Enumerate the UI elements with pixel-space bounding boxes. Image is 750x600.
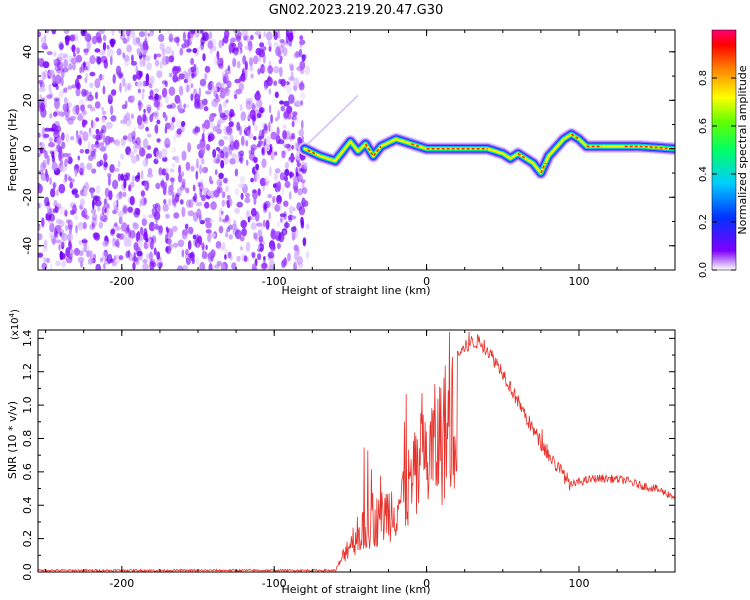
snr-series-line bbox=[38, 331, 675, 572]
snr-x-tick-label: 0 bbox=[423, 577, 430, 590]
colorbar-label: Normalized spectral amplitude bbox=[736, 65, 749, 234]
colorbar-ticks: 0.0 0.2 0.4 0.6 0.8 bbox=[698, 70, 736, 278]
snr-x-tick-label: 100 bbox=[568, 577, 589, 590]
spectrogram-x-tick-label: -100 bbox=[262, 275, 287, 288]
snr-axes: -200 -100 0 100 0.0 0.2 0.4 0.6 0.8 1.0 1.2 1.4 bbox=[21, 330, 675, 590]
snr-y-tick-label: 0.2 bbox=[21, 530, 34, 548]
signal-track bbox=[298, 127, 675, 180]
snr-y-tick-label: 1.4 bbox=[21, 330, 34, 348]
snr-x-tick-label: -100 bbox=[262, 577, 287, 590]
spectrogram-y-axis-label: Frequency (Hz) bbox=[6, 109, 19, 192]
spectrogram-y-tick-label: -40 bbox=[21, 237, 34, 255]
snr-y-tick-label: 1.0 bbox=[21, 396, 34, 414]
spectrogram-y-tick-label: 20 bbox=[21, 93, 34, 107]
snr-scale-exponent: 4 bbox=[8, 312, 16, 317]
spectrogram-x-tick-label: 0 bbox=[423, 275, 430, 288]
svg-text:(x104): (x104) bbox=[8, 309, 21, 340]
figure-title: GN02.2023.219.20.47.G30 bbox=[269, 3, 444, 18]
spectrogram-y-tick-label: -20 bbox=[21, 188, 34, 206]
colorbar: 0.0 0.2 0.4 0.6 0.8 Normalized spectral ampl… bbox=[698, 29, 749, 278]
snr-x-axis-label: Height of straight line (km) bbox=[281, 583, 430, 596]
snr-scale-base: (x10 bbox=[10, 317, 21, 340]
spectrogram-plot-area bbox=[38, 30, 675, 270]
snr-background bbox=[38, 330, 675, 572]
spectrogram-x-tick-label: 100 bbox=[568, 275, 589, 288]
snr-panel: -200 -100 0 100 0.0 0.2 0.4 0.6 0.8 1.0 1.2 1.4 Hei… bbox=[6, 309, 676, 596]
snr-plot-area bbox=[38, 331, 675, 572]
snr-frame bbox=[37, 329, 676, 573]
snr-y-tick-label: 1.2 bbox=[21, 363, 34, 381]
snr-y-axis-label: SNR (10 * v/v) bbox=[6, 401, 19, 479]
colorbar-tick-label: 0.8 bbox=[698, 70, 709, 86]
signal-track-peaks bbox=[307, 133, 675, 174]
spectrogram-axes: -200 -100 0 100 40 20 0 -20 -40 bbox=[21, 30, 675, 288]
snr-scale-factor: (x104) bbox=[8, 309, 21, 340]
colorbar-tick-label: 0.0 bbox=[698, 262, 709, 278]
colorbar-frame bbox=[711, 29, 737, 271]
spectrogram-y-tick-label: 40 bbox=[21, 45, 34, 59]
spectrogram-y-tick-label: 0 bbox=[21, 145, 34, 152]
spectrogram-x-axis-label: Height of straight line (km) bbox=[281, 284, 430, 297]
colorbar-tick-label: 0.2 bbox=[698, 214, 709, 230]
spectrogram-frame bbox=[37, 29, 676, 271]
snr-y-tick-label: 0.8 bbox=[21, 430, 34, 448]
colorbar-gradient bbox=[712, 30, 736, 270]
colorbar-tick-label: 0.6 bbox=[698, 118, 709, 134]
snr-y-tick-label: 0.0 bbox=[21, 563, 34, 581]
colorbar-tick-label: 0.4 bbox=[698, 166, 709, 182]
snr-x-tick-label: -200 bbox=[109, 577, 134, 590]
spectrogram-panel: -200 -100 0 100 40 20 0 -20 -40 Height of straig… bbox=[6, 29, 676, 297]
faint-streak bbox=[307, 94, 359, 145]
noise-speckle-region bbox=[38, 30, 311, 270]
snr-y-tick-label: 0.4 bbox=[21, 496, 34, 514]
spectrogram-x-tick-label: -200 bbox=[109, 275, 134, 288]
snr-y-tick-label: 0.6 bbox=[21, 463, 34, 481]
